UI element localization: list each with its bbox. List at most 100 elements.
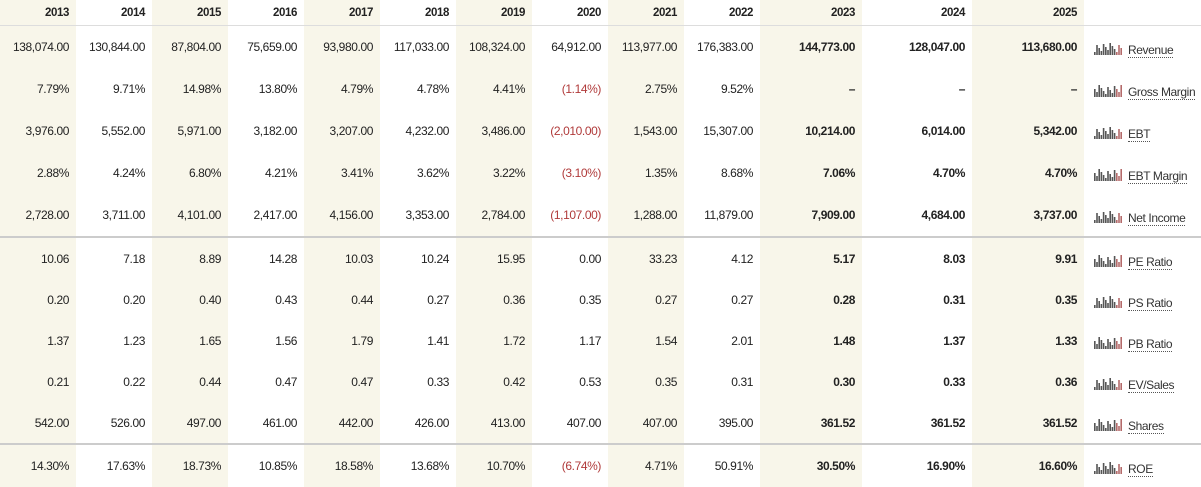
value-cell: 130,844.00	[76, 26, 152, 69]
value-cell: 16.90%	[862, 444, 972, 487]
value-cell: –	[972, 68, 1084, 110]
year-header: 2024	[862, 0, 972, 26]
value-cell: 4.70%	[862, 152, 972, 194]
value-cell: 0.40	[152, 279, 228, 320]
row-label[interactable]: PB Ratio	[1128, 337, 1172, 352]
value-cell: 93,980.00	[304, 26, 380, 69]
value-cell: 8.89	[152, 237, 228, 279]
value-cell: 3,737.00	[972, 194, 1084, 237]
value-cell: 10.85%	[228, 444, 304, 487]
value-cell: 30.50%	[760, 444, 862, 487]
value-cell: 17.63%	[76, 444, 152, 487]
value-cell: 0.20	[0, 279, 76, 320]
value-cell: (3.10%)	[532, 152, 608, 194]
value-cell: 7.06%	[760, 152, 862, 194]
value-cell: 461.00	[228, 402, 304, 444]
value-cell: 3,353.00	[380, 194, 456, 237]
value-cell: 1.35%	[608, 152, 684, 194]
row-label[interactable]: Net Income	[1128, 211, 1185, 226]
row-label[interactable]: PE Ratio	[1128, 255, 1172, 270]
row-label[interactable]: Shares	[1128, 419, 1164, 434]
value-cell: 10.06	[0, 237, 76, 279]
value-cell: 10,214.00	[760, 110, 862, 152]
value-cell: 361.52	[972, 402, 1084, 444]
value-cell: 64,912.00	[532, 26, 608, 69]
value-cell: 407.00	[608, 402, 684, 444]
value-cell: 15.95	[456, 237, 532, 279]
value-cell: 16.60%	[972, 444, 1084, 487]
row-label-cell: EBT Margin	[1084, 152, 1201, 194]
value-cell: 0.35	[972, 279, 1084, 320]
value-cell: 1.37	[0, 320, 76, 361]
value-cell: 442.00	[304, 402, 380, 444]
value-cell: 2.75%	[608, 68, 684, 110]
year-header: 2015	[152, 0, 228, 26]
value-cell: 1.65	[152, 320, 228, 361]
row-label[interactable]: PS Ratio	[1128, 296, 1172, 311]
value-cell: 0.22	[76, 361, 152, 402]
year-header: 2018	[380, 0, 456, 26]
row-label[interactable]: EV/Sales	[1128, 378, 1174, 393]
value-cell: 0.27	[380, 279, 456, 320]
value-cell: 0.31	[862, 279, 972, 320]
value-cell: 113,680.00	[972, 26, 1084, 69]
value-cell: 10.24	[380, 237, 456, 279]
value-cell: 4.78%	[380, 68, 456, 110]
value-cell: 14.30%	[0, 444, 76, 487]
value-cell: 3,207.00	[304, 110, 380, 152]
sparkline-icon	[1094, 125, 1124, 139]
year-header: 2022	[684, 0, 760, 26]
value-cell: 14.28	[228, 237, 304, 279]
row-label[interactable]: EBT Margin	[1128, 169, 1187, 184]
value-cell: (1,107.00)	[532, 194, 608, 237]
value-cell: 3,976.00	[0, 110, 76, 152]
value-cell: 0.35	[608, 361, 684, 402]
value-cell: 3,486.00	[456, 110, 532, 152]
value-cell: 33.23	[608, 237, 684, 279]
value-cell: 1.48	[760, 320, 862, 361]
sparkline-icon	[1094, 417, 1124, 431]
value-cell: 0.47	[304, 361, 380, 402]
value-cell: 0.42	[456, 361, 532, 402]
value-cell: 3,182.00	[228, 110, 304, 152]
value-cell: 0.33	[380, 361, 456, 402]
sparkline-icon	[1094, 294, 1124, 308]
value-cell: 4.79%	[304, 68, 380, 110]
value-cell: 407.00	[532, 402, 608, 444]
row-label[interactable]: EBT	[1128, 127, 1150, 142]
sparkline-icon	[1094, 41, 1124, 55]
value-cell: 4.12	[684, 237, 760, 279]
row-label[interactable]: Revenue	[1128, 43, 1173, 58]
value-cell: 4,156.00	[304, 194, 380, 237]
value-cell: 1,288.00	[608, 194, 684, 237]
row-label[interactable]: Gross Margin	[1128, 85, 1195, 100]
year-header: 2020	[532, 0, 608, 26]
value-cell: 413.00	[456, 402, 532, 444]
value-cell: 13.68%	[380, 444, 456, 487]
value-cell: 5,552.00	[76, 110, 152, 152]
value-cell: 0.33	[862, 361, 972, 402]
value-cell: 1.23	[76, 320, 152, 361]
value-cell: 11,879.00	[684, 194, 760, 237]
year-header: 2023	[760, 0, 862, 26]
value-cell: 2.01	[684, 320, 760, 361]
value-cell: 1.33	[972, 320, 1084, 361]
value-cell: 8.03	[862, 237, 972, 279]
sparkline-icon	[1094, 376, 1124, 390]
year-header: 2021	[608, 0, 684, 26]
row-label[interactable]: ROE	[1128, 462, 1153, 477]
row-label-cell: Shares	[1084, 402, 1201, 444]
value-cell: 3.22%	[456, 152, 532, 194]
sparkline-icon	[1094, 460, 1124, 474]
sparkline-icon	[1094, 253, 1124, 267]
value-cell: 3,711.00	[76, 194, 152, 237]
